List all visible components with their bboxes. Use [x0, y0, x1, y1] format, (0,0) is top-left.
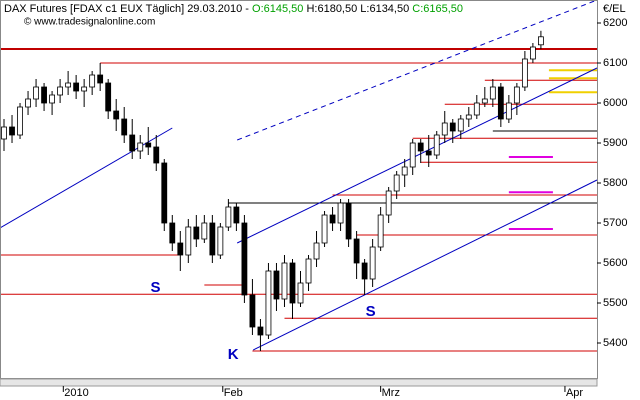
- candle-body: [153, 146, 160, 164]
- candle-body: [121, 118, 128, 136]
- candle-body: [233, 206, 240, 224]
- candle-body: [129, 134, 136, 152]
- y-tick-label: 5500: [603, 297, 627, 309]
- candle-body: [513, 86, 520, 104]
- candle-body: [65, 82, 72, 88]
- candle-body: [385, 190, 392, 216]
- candle-body: [393, 174, 400, 192]
- candle-body: [465, 114, 472, 120]
- subtitle: © www.tradesignalonline.com: [24, 17, 155, 28]
- x-tick-label: 2010: [64, 387, 88, 399]
- candle-body: [225, 206, 232, 228]
- y-tick-label: 5700: [603, 217, 627, 229]
- candle-body: [369, 246, 376, 280]
- candle-body: [265, 270, 272, 336]
- candle-body: [33, 86, 39, 100]
- y-tick-label: 5400: [603, 337, 627, 349]
- x-tick-label: Apr: [566, 387, 583, 399]
- candle-body: [345, 202, 352, 240]
- candle-body: [193, 226, 200, 240]
- candle-body: [329, 214, 336, 224]
- candle-body: [273, 270, 280, 300]
- candle-body: [289, 262, 296, 304]
- y-tick-label: 5600: [603, 257, 627, 269]
- candle-body: [281, 262, 288, 300]
- candle-body: [169, 222, 176, 244]
- candle-body: [97, 74, 104, 84]
- candle-body: [337, 202, 344, 224]
- y-tick-label: 6200: [603, 17, 627, 29]
- candle-body: [241, 222, 248, 296]
- candle-body: [377, 214, 384, 248]
- trendline: [253, 179, 598, 351]
- header-part: C:6165,50: [412, 3, 463, 15]
- candle-body: [217, 226, 224, 256]
- candle-body: [201, 222, 208, 240]
- candle-body: [57, 86, 64, 96]
- candle-body: [297, 282, 304, 304]
- trendline: [236, 67, 598, 244]
- candle-body: [177, 242, 184, 256]
- candle-body: [361, 262, 368, 280]
- candle-body: [145, 142, 152, 148]
- candle-body: [105, 82, 112, 112]
- candle-body: [425, 150, 432, 156]
- x-tick-label: Mrz: [382, 387, 400, 399]
- candle-body: [497, 86, 504, 120]
- candle-body: [73, 82, 80, 92]
- header-part: DAX Futures [FDAX c1 EUX Täglich] 29.03.…: [4, 3, 252, 15]
- y-tick-label: 6000: [603, 97, 627, 109]
- candle-body: [9, 126, 15, 136]
- candle-body: [529, 46, 536, 60]
- candle-body: [1, 126, 7, 140]
- header-part: O:6145,50: [252, 3, 303, 15]
- candle-body: [137, 142, 144, 152]
- y-tick-label: 5800: [603, 177, 627, 189]
- candle-body: [473, 102, 480, 116]
- candle-body: [409, 142, 416, 168]
- x-tick-label: Feb: [224, 387, 243, 399]
- trendline: [0, 127, 173, 229]
- annotation: S: [366, 303, 376, 320]
- candle-body: [25, 98, 31, 108]
- scrollbar: [0, 378, 598, 387]
- y-tick-label: 6100: [603, 57, 627, 69]
- chart-title: DAX Futures [FDAX c1 EUX Täglich] 29.03.…: [4, 3, 463, 15]
- candle-body: [89, 74, 96, 88]
- y-tick-label: 5900: [603, 137, 627, 149]
- y-axis-label: €/EL: [603, 3, 626, 15]
- candle-body: [209, 222, 216, 256]
- candle-body: [185, 226, 192, 256]
- candle-body: [449, 122, 456, 132]
- candle-body: [161, 162, 168, 224]
- candle-body: [441, 122, 448, 136]
- header-part: H:6180,50 L:6134,50: [303, 3, 412, 15]
- candle-body: [433, 134, 440, 156]
- candle-body: [305, 258, 312, 284]
- candle-body: [401, 166, 408, 176]
- candle-body: [321, 214, 328, 244]
- candle-body: [249, 294, 256, 328]
- candle-body: [457, 118, 464, 132]
- candle-body: [481, 98, 488, 104]
- candle-body: [417, 142, 424, 152]
- candle-body: [81, 86, 88, 92]
- candle-body: [41, 86, 47, 104]
- candle-body: [257, 326, 264, 336]
- candle-body: [113, 110, 120, 120]
- candle-body: [17, 106, 23, 136]
- candle-body: [505, 102, 512, 120]
- candle-body: [489, 86, 496, 100]
- annotation: S: [150, 279, 160, 296]
- candle-body: [49, 94, 55, 104]
- trendline: [237, 0, 598, 141]
- candle-body: [313, 242, 320, 260]
- candle-body: [521, 58, 528, 88]
- candle-body: [353, 238, 360, 264]
- plot-area: [0, 0, 598, 352]
- candle-body: [538, 36, 544, 46]
- annotation: K: [228, 346, 239, 363]
